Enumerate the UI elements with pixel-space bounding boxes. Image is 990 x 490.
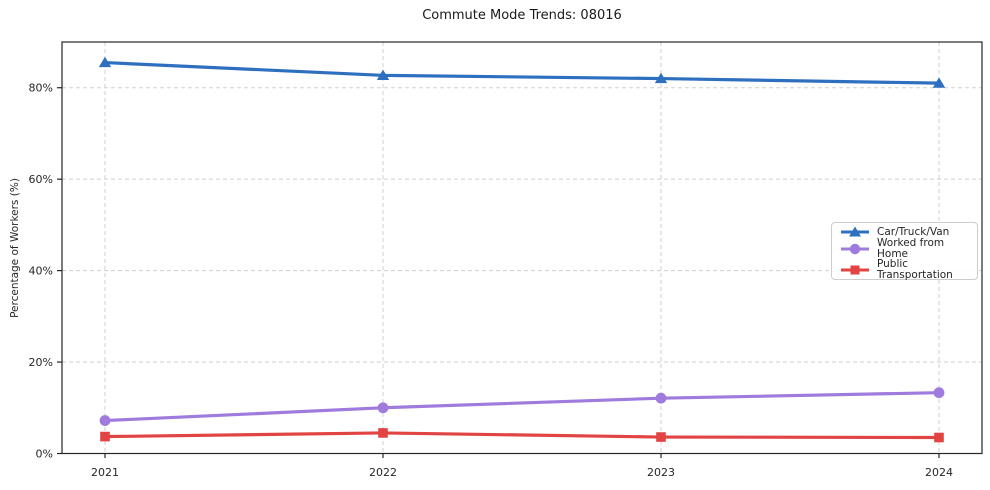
data-point bbox=[377, 402, 389, 414]
data-point bbox=[378, 428, 388, 438]
data-point bbox=[654, 72, 668, 84]
y-tick-label: 40% bbox=[29, 264, 53, 277]
x-tick-label: 2024 bbox=[925, 466, 953, 479]
square-marker-icon bbox=[841, 265, 869, 274]
legend: Car/Truck/Van Worked from Home Public Tr… bbox=[831, 222, 978, 280]
tick-labels: 2021 2022 2023 2024 0% 20% 40% 60% 80% bbox=[29, 82, 953, 479]
y-tick-label: 20% bbox=[29, 356, 53, 369]
y-tick-label: 60% bbox=[29, 173, 53, 186]
data-point bbox=[934, 432, 944, 443]
circle-marker-icon bbox=[841, 243, 869, 254]
data-point bbox=[655, 392, 667, 404]
y-tick-label: 0% bbox=[36, 447, 53, 460]
x-tick-label: 2021 bbox=[91, 466, 119, 479]
data-point bbox=[100, 431, 110, 442]
data-point bbox=[656, 432, 666, 442]
series-circle bbox=[99, 387, 945, 426]
data-point bbox=[932, 77, 946, 88]
data-point bbox=[98, 56, 112, 68]
series-triangle bbox=[98, 56, 946, 88]
legend-item-worked-from-home: Worked from Home bbox=[840, 238, 969, 259]
legend-label: Public Transportation bbox=[877, 258, 953, 281]
chart-title: Commute Mode Trends: 08016 bbox=[422, 8, 622, 23]
data-point bbox=[99, 415, 111, 426]
data-point bbox=[933, 387, 945, 399]
y-tick-label: 80% bbox=[29, 82, 53, 95]
legend-label: Worked from Home bbox=[877, 237, 945, 260]
data-point bbox=[376, 69, 390, 80]
x-tick-label: 2022 bbox=[369, 466, 397, 479]
legend-item-public-transportation: Public Transportation bbox=[840, 259, 969, 280]
legend-item-car-truck-van: Car/Truck/Van bbox=[840, 226, 969, 238]
legend-label: Car/Truck/Van bbox=[877, 225, 950, 238]
tick-marks bbox=[57, 87, 940, 458]
x-tick-label: 2023 bbox=[647, 466, 675, 479]
series-square bbox=[100, 428, 944, 443]
triangle-marker-icon bbox=[841, 226, 869, 237]
axes-frame bbox=[61, 41, 983, 455]
